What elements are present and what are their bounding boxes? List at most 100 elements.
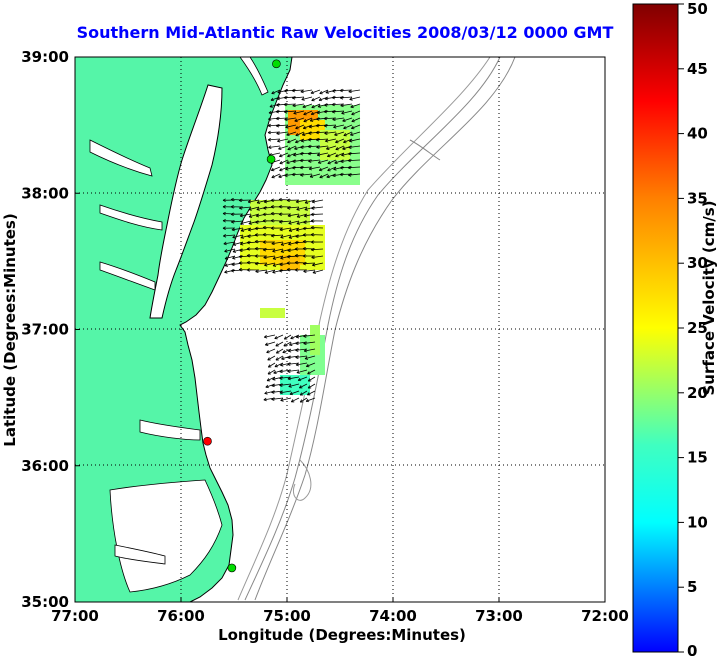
velocity-arrow-head [232, 249, 236, 253]
velocity-arrow-head [332, 111, 336, 114]
velocity-arrow-head [273, 370, 276, 374]
velocity-arrow-head [222, 211, 226, 214]
velocity-arrow-head [296, 336, 300, 339]
velocity-arrow [303, 117, 313, 123]
velocity-arrow [308, 159, 321, 162]
velocity-arrow-head [292, 103, 296, 107]
velocity-arrow [340, 103, 353, 107]
velocity-arrow [332, 117, 345, 120]
velocity-arrow-head [279, 369, 283, 373]
velocity-arrow-head [280, 237, 284, 239]
velocity-arrow [342, 117, 353, 122]
velocity-arrow-head [239, 248, 243, 251]
velocity-arrow-head [297, 377, 301, 381]
velocity-arrow-head [271, 392, 275, 394]
velocity-arrow [264, 262, 276, 266]
velocity-arrow [343, 131, 353, 137]
velocity-arrow-head [284, 117, 288, 120]
velocity-arrow-head [334, 134, 338, 137]
velocity-arrow-head [287, 206, 291, 209]
bathymetry-contours [237, 57, 516, 601]
velocity-arrow-head [341, 113, 345, 115]
velocity-arrow-head [254, 255, 258, 258]
velocity-arrow [311, 96, 321, 101]
velocity-arrow [335, 138, 345, 143]
velocity-arrow-head [230, 205, 234, 208]
velocity-arrow-head [268, 145, 272, 148]
velocity-arrow-head [324, 96, 328, 100]
river-inlet-1 [89, 139, 153, 177]
y-axis-label: Latitude (Degrees:Minutes) [1, 213, 19, 446]
velocity-arrow-head [325, 90, 329, 93]
velocity-arrow-head [263, 397, 267, 401]
velocity-arrow-head [278, 146, 281, 150]
velocity-arrow-head [323, 111, 328, 114]
velocity-arrow-head [335, 153, 338, 157]
velocity-arrow-head [299, 399, 303, 403]
velocity-arrow-head [300, 145, 304, 148]
velocity-arrow-head [292, 167, 296, 170]
velocity-arrow-head [278, 176, 282, 179]
velocity-arrow [307, 369, 316, 375]
velocity-arrow-head [275, 118, 279, 121]
velocity-arrow-head [309, 176, 314, 178]
velocity-arrow-head [287, 362, 291, 365]
y-tick-label: 37:00 [21, 321, 69, 339]
velocity-arrow [294, 117, 305, 122]
sound-2 [114, 544, 166, 565]
velocity-arrow-head [310, 247, 314, 251]
velocity-arrow-head [324, 104, 328, 107]
velocity-arrow-head [281, 356, 284, 360]
velocity-arrow [296, 213, 308, 218]
velocity-arrow [348, 145, 361, 148]
velocity-arrow-head [326, 174, 330, 178]
velocity-arrow [289, 390, 300, 395]
velocity-arrow-head [340, 96, 343, 99]
velocity-arrow-head [324, 125, 328, 128]
velocity-arrow-head [305, 398, 309, 402]
velocity-arrow-head [334, 132, 337, 136]
velocity-arrow [303, 334, 316, 337]
colorbar-tick-label: 30 [687, 254, 708, 272]
velocity-arrow-head [222, 227, 226, 230]
velocity-arrow-head [248, 214, 252, 218]
velocity-arrow-head [288, 228, 292, 232]
velocity-arrow-head [294, 118, 298, 122]
velocity-arrow [350, 103, 361, 108]
velocity-arrow [302, 103, 313, 108]
velocity-arrow-head [295, 341, 299, 344]
velocity-arrow-head [294, 260, 298, 263]
velocity-arrow-head [222, 218, 226, 222]
velocity-arrow-head [231, 221, 235, 224]
velocity-arrow-head [318, 167, 322, 171]
velocity-arrow-head [249, 216, 253, 218]
velocity-arrow-head [340, 103, 344, 107]
velocity-arrow-head [238, 269, 242, 272]
velocity-arrow [319, 89, 329, 94]
velocity-arrow-head [224, 258, 229, 260]
velocity-arrow-head [307, 151, 311, 155]
velocity-arrow-head [231, 270, 235, 273]
velocity-arrow-head [295, 199, 299, 203]
velocity-arrow [319, 173, 329, 179]
velocity-arrow-head [332, 175, 336, 178]
velocity-arrow-head [271, 243, 275, 246]
y-tick-label: 39:00 [21, 48, 69, 66]
velocity-arrow-head [295, 362, 299, 366]
velocity-arrow [350, 131, 361, 136]
velocity-arrow-head [266, 349, 269, 353]
velocity-arrow [311, 103, 321, 109]
velocity-arrow-head [308, 159, 312, 162]
velocity-arrow-head [284, 173, 288, 176]
velocity-arrow-head [270, 206, 274, 209]
velocity-arrow-head [290, 399, 294, 403]
velocity-arrow [340, 89, 353, 92]
velocity-arrow [271, 173, 281, 179]
velocity-arrow [299, 390, 308, 396]
velocity-arrow [224, 248, 236, 252]
velocity-arrow [351, 110, 361, 115]
velocity-arrow-head [295, 201, 300, 204]
velocity-arrow [279, 166, 289, 171]
velocity-arrow-head [268, 117, 272, 120]
velocity-arrow [288, 227, 300, 232]
